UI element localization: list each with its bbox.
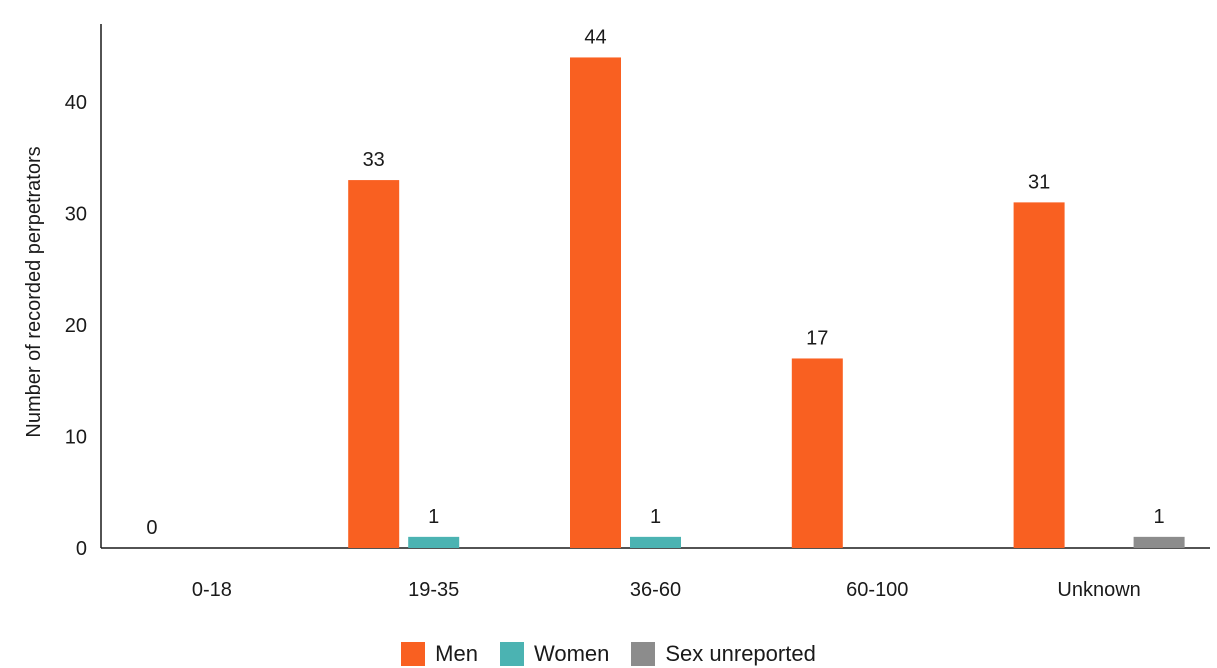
y-tick-label: 10 [65,427,87,449]
legend-swatch [499,642,524,666]
y-axis: 0 10 20 30 40 [65,24,102,560]
data-label: 0 [146,517,157,539]
data-label: 17 [806,327,828,349]
data-label: 33 [363,149,385,171]
legend-item: Women [499,641,610,667]
y-tick-label: 40 [65,92,87,114]
y-tick-label: 20 [65,315,87,337]
bar-men [1013,202,1065,548]
legend-label: Sex unreported [665,641,816,666]
legend-label: Women [533,641,610,666]
data-label: 44 [584,26,606,48]
bar-sex-unreported [1133,536,1185,548]
bar-women [630,536,681,548]
legend-swatch [401,642,426,666]
legend-swatch [631,642,656,666]
bars [348,57,1185,548]
data-label: 1 [428,506,439,528]
x-tick-label: 0-18 [192,579,232,601]
bar-women [408,536,460,548]
bar-men [791,358,843,548]
y-tick-label: 0 [76,538,87,560]
data-label: 31 [1028,171,1050,193]
data-labels: 0 33 1 44 1 17 31 1 [146,26,1164,539]
x-tick-label: 19-35 [408,579,459,601]
bar-men [570,57,621,548]
bar-men [348,180,400,548]
x-axis: 0-18 19-35 36-60 60-100 Unknown [101,547,1210,601]
bar-chart: 0 10 20 30 40 0-18 19-35 36-60 60-100 Unknown 0 3… [23,24,1210,601]
y-tick-label: 30 [65,204,87,226]
data-label: 1 [650,506,661,528]
x-tick-label: 36-60 [630,579,681,601]
x-tick-label: Unknown [1057,579,1140,601]
y-axis-title: Number of recorded perpetrators [23,146,45,437]
legend-item: Sex unreported [631,641,816,667]
data-label: 1 [1154,506,1165,528]
legend: Men Women Sex unreported [0,640,1217,668]
legend-label: Men [435,641,478,666]
legend-item: Men [401,641,478,667]
x-tick-label: 60-100 [846,579,908,601]
